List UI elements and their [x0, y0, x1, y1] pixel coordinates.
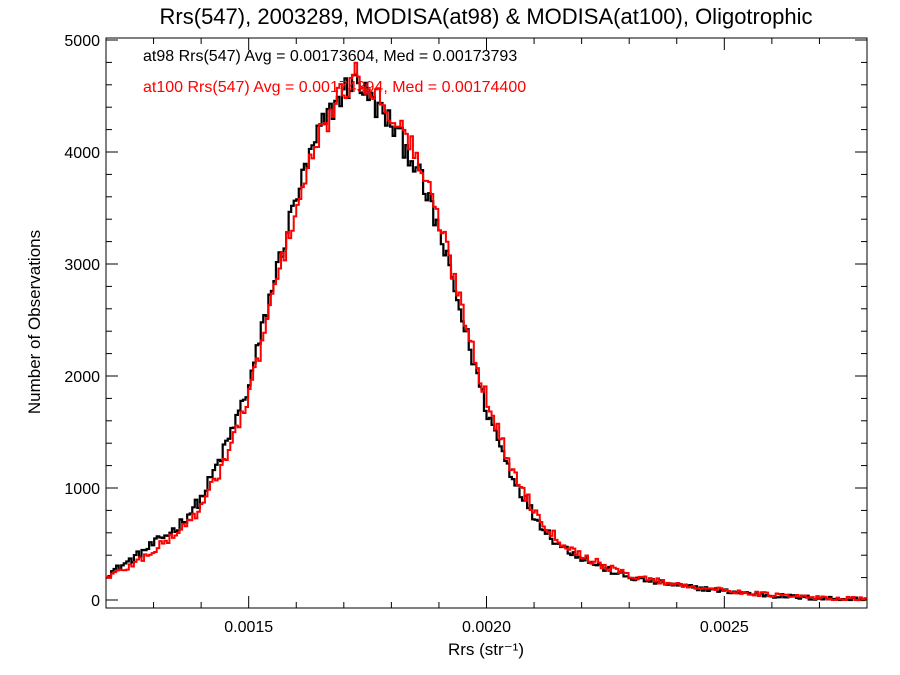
- legend-entry-at98: at98 Rrs(547) Avg = 0.00173604, Med = 0.…: [143, 48, 517, 65]
- y-tick-label: 3000: [64, 257, 100, 274]
- y-tick-label: 4000: [64, 145, 100, 162]
- x-tick-label: 0.0025: [700, 619, 749, 636]
- legend-entry-at100: at100 Rrs(547) Avg = 0.00174394, Med = 0…: [143, 79, 526, 96]
- x-tick-label: 0.0020: [462, 619, 511, 636]
- series-at98-trace: [106, 73, 867, 602]
- y-tick-label: 0: [91, 593, 100, 610]
- series-layer: [106, 61, 867, 602]
- y-axis-label: Number of Observations: [25, 230, 44, 414]
- series-at100-trace: [106, 61, 867, 601]
- y-tick-label: 1000: [64, 481, 100, 498]
- y-tick-label: 5000: [64, 33, 100, 50]
- x-axis-label: Rrs (str⁻¹): [448, 640, 524, 659]
- y-axis: 0 1000 2000 3000 4000 5000: [64, 33, 867, 610]
- chart-title: Rrs(547), 2003289, MODISA(at98) & MODISA…: [160, 4, 813, 29]
- x-tick-label: 0.0015: [224, 619, 273, 636]
- x-axis: 0.0015 0.0020 0.0025: [105, 38, 868, 636]
- y-tick-label: 2000: [64, 369, 100, 386]
- plot-frame: [105, 37, 868, 609]
